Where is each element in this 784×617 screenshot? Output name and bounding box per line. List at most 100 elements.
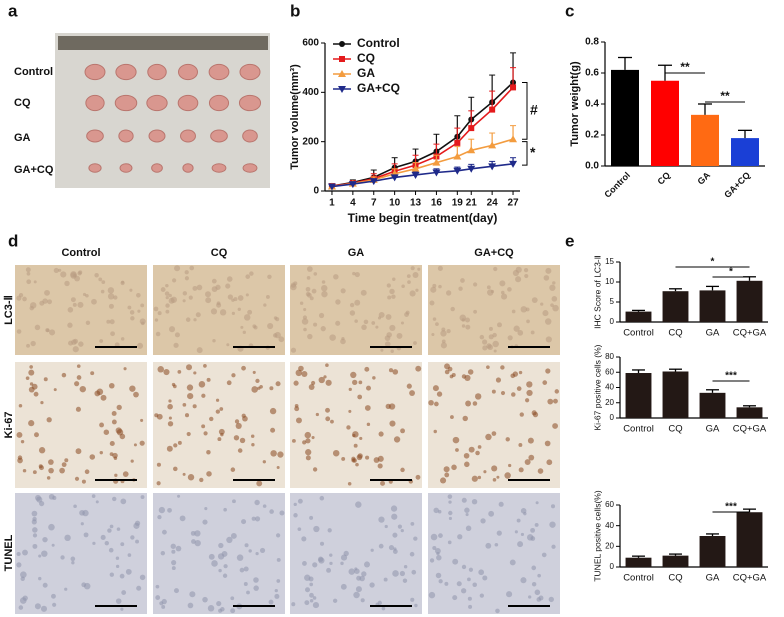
cell [189, 265, 195, 271]
cell [45, 328, 50, 333]
cell [26, 271, 31, 276]
cell [513, 325, 520, 332]
cell [76, 364, 81, 368]
cell [205, 297, 212, 304]
cell [114, 473, 118, 477]
cell [18, 605, 24, 610]
cell [304, 600, 310, 606]
cell [491, 431, 497, 436]
cell [193, 318, 197, 322]
x-tick-label: Control [623, 573, 654, 584]
cell [164, 291, 170, 296]
cell [120, 498, 127, 505]
cell [243, 582, 248, 586]
cell [400, 428, 406, 434]
cell [273, 316, 278, 320]
cell [141, 321, 145, 326]
y-tick-label: 200 [302, 136, 319, 147]
cell [179, 515, 186, 522]
data-point [369, 178, 378, 186]
cell [330, 419, 334, 424]
cell [251, 516, 256, 521]
cell [167, 507, 172, 513]
cell [40, 401, 44, 405]
cell [140, 495, 145, 500]
cell [461, 497, 467, 503]
cell [495, 377, 502, 383]
cell [173, 443, 178, 448]
cell [135, 539, 139, 544]
cell [169, 326, 176, 333]
cell [20, 571, 27, 578]
cell [203, 364, 207, 368]
x-tick-label: CQ [655, 170, 672, 187]
annotation: * [729, 267, 733, 278]
cell [482, 345, 488, 351]
cell [129, 385, 136, 392]
cell [259, 547, 266, 553]
cell [448, 500, 452, 504]
cell [22, 296, 27, 302]
cell [396, 332, 403, 339]
cell [365, 455, 370, 460]
cell [18, 404, 23, 408]
cell [39, 465, 44, 471]
cell [387, 295, 392, 300]
cell [348, 387, 352, 392]
cell [451, 372, 456, 378]
data-point [489, 106, 496, 113]
cell [507, 287, 512, 292]
cell [504, 472, 511, 479]
cell [520, 532, 525, 536]
cell [269, 386, 274, 391]
cell [233, 297, 238, 302]
tumor [114, 94, 138, 112]
cell [170, 296, 177, 303]
cell [170, 543, 176, 549]
cell [531, 297, 538, 304]
cell [309, 296, 314, 301]
cell [438, 284, 442, 289]
cell [378, 431, 384, 437]
cell [33, 391, 39, 397]
cell [31, 510, 38, 517]
micrograph [290, 265, 422, 355]
cell [452, 558, 459, 565]
cell [386, 332, 392, 338]
panel-label: e [565, 231, 574, 250]
tumor [148, 129, 166, 143]
cell [115, 556, 120, 560]
cell [511, 392, 516, 397]
cell [391, 513, 398, 520]
cell [530, 527, 536, 533]
x-tick-label: CQ [668, 573, 682, 584]
cell [294, 406, 300, 412]
cell [304, 431, 312, 439]
cell [171, 382, 176, 387]
cell [348, 409, 352, 413]
cell [22, 468, 27, 473]
cell [547, 398, 554, 405]
cell [465, 324, 471, 330]
cell [385, 314, 392, 320]
cell [187, 474, 195, 481]
cell [549, 521, 556, 528]
cell [30, 340, 36, 347]
cell [386, 283, 391, 288]
legend-label: GA [357, 66, 375, 80]
x-tick-label: GA [706, 328, 720, 339]
cell [531, 410, 537, 416]
cell [136, 585, 142, 591]
cell [226, 380, 232, 386]
cell [268, 599, 274, 605]
cell [353, 591, 360, 599]
cell [414, 603, 418, 608]
cell [267, 322, 274, 330]
cell [540, 302, 544, 306]
cell [429, 558, 435, 563]
cell [302, 561, 307, 566]
cell [305, 286, 311, 292]
cell [61, 372, 67, 378]
cell [247, 309, 253, 315]
cell [163, 368, 170, 376]
